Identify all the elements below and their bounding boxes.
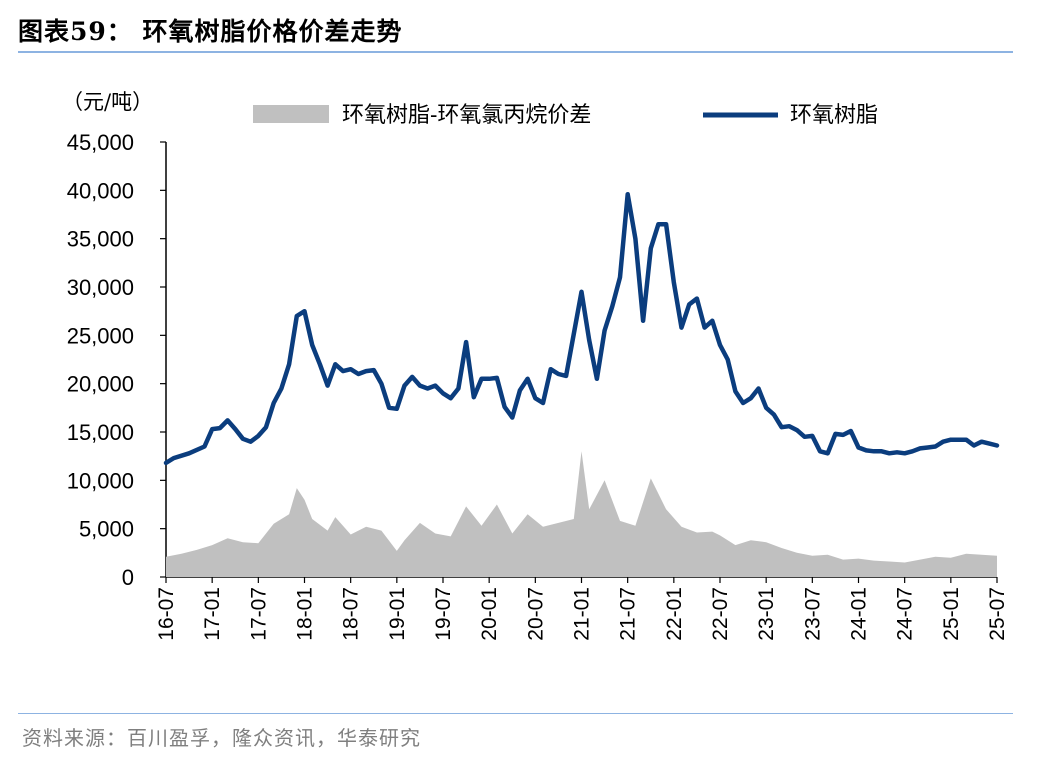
y-tick-label: 5,000 bbox=[79, 517, 134, 542]
y-tick-label: 25,000 bbox=[67, 323, 134, 348]
chart-area: （元/吨） 环氧树脂-环氧氯丙烷价差 环氧树脂 45,000 40,000 35,0… bbox=[62, 90, 1009, 641]
y-axis-unit: （元/吨） bbox=[62, 90, 153, 114]
legend-swatch-spread bbox=[253, 105, 329, 123]
plot-area bbox=[163, 191, 1000, 577]
x-tick-label: 22-01 bbox=[663, 587, 686, 641]
legend-label-resin: 环氧树脂 bbox=[790, 103, 878, 128]
x-tick-label: 20-01 bbox=[478, 587, 501, 641]
x-tick-label: 24-01 bbox=[848, 587, 871, 641]
y-tick-label: 15,000 bbox=[67, 420, 134, 445]
y-tick-label: 45,000 bbox=[67, 130, 134, 155]
x-tick-label: 19-01 bbox=[386, 587, 409, 641]
x-tick-label: 23-01 bbox=[755, 587, 778, 641]
x-tick-label: 20-07 bbox=[524, 587, 547, 641]
x-tick-label: 18-07 bbox=[340, 587, 363, 641]
legend-label-spread: 环氧树脂-环氧氯丙烷价差 bbox=[342, 103, 591, 128]
title-divider bbox=[18, 51, 1013, 53]
x-tick-label: 22-07 bbox=[709, 587, 732, 641]
x-tick-label: 21-07 bbox=[617, 587, 640, 641]
series-line-resin bbox=[163, 191, 1000, 466]
x-tick-label: 25-01 bbox=[940, 587, 963, 641]
x-tick-label: 16-07 bbox=[155, 587, 178, 641]
source-note: 资料来源：百川盈孚，隆众资讯，华泰研究 bbox=[22, 726, 421, 750]
x-tick-label: 23-07 bbox=[801, 587, 824, 641]
series-area-spread bbox=[166, 451, 997, 577]
y-tick-label: 20,000 bbox=[67, 372, 134, 397]
y-tick-label: 0 bbox=[122, 565, 134, 590]
y-tick-label: 40,000 bbox=[67, 178, 134, 203]
x-axis: 16-07 17-01 17-07 18-01 18-07 19-01 19-07 20-01… bbox=[155, 576, 1009, 641]
x-tick-label: 17-07 bbox=[247, 587, 270, 641]
y-axis: 45,000 40,000 35,000 30,000 25,000 20,000 15,0… bbox=[67, 130, 167, 590]
figure-title: 图表59： 环氧树脂价格价差走势 bbox=[18, 17, 403, 46]
legend: 环氧树脂-环氧氯丙烷价差 环氧树脂 bbox=[253, 103, 878, 128]
x-tick-label: 18-01 bbox=[294, 587, 317, 641]
x-tick-label: 25-07 bbox=[986, 587, 1009, 641]
x-tick-label: 17-01 bbox=[201, 587, 224, 641]
y-tick-label: 30,000 bbox=[67, 275, 134, 300]
x-tick-label: 24-07 bbox=[894, 587, 917, 641]
footer-divider bbox=[18, 713, 1013, 714]
x-tick-label: 19-07 bbox=[432, 587, 455, 641]
x-tick-label: 21-01 bbox=[571, 587, 594, 641]
y-tick-label: 10,000 bbox=[67, 468, 134, 493]
y-tick-label: 35,000 bbox=[67, 227, 134, 252]
